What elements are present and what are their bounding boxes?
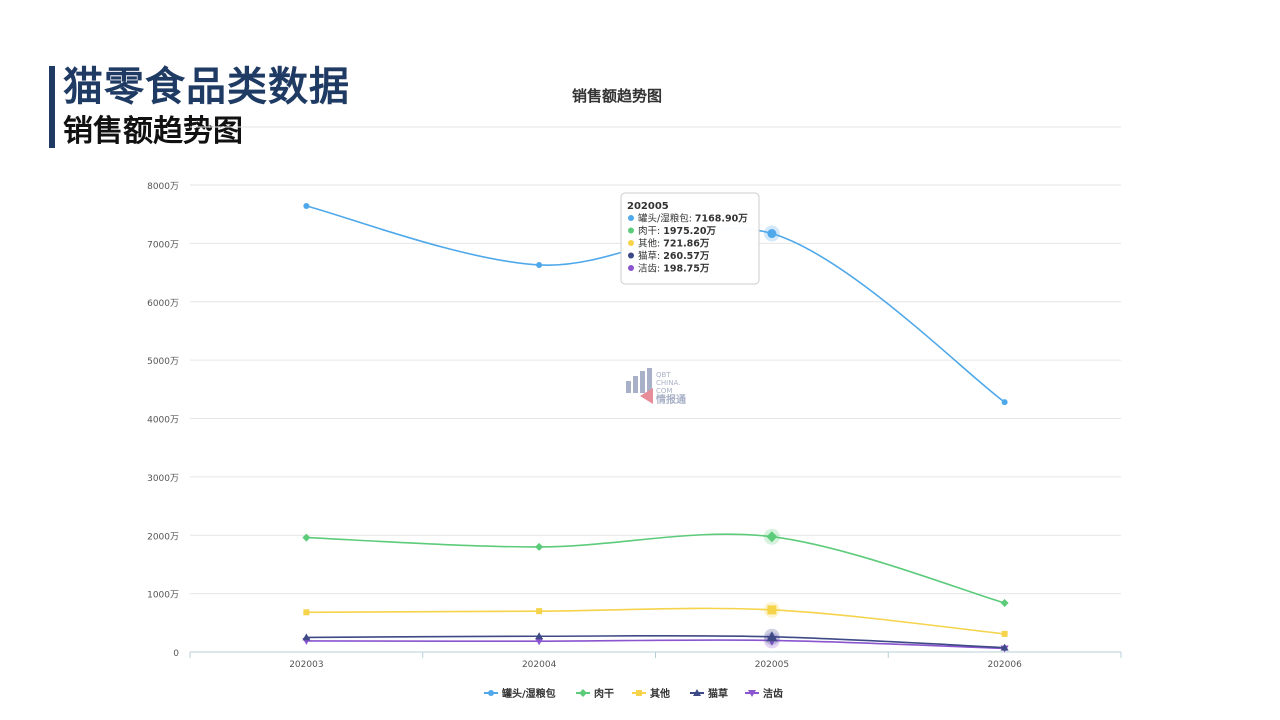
tooltip-row: 罐头/湿粮包: 7168.90万 (638, 213, 748, 225)
legend-marker (636, 690, 642, 696)
y-tick-label: 5000万 (147, 357, 179, 367)
series-line (306, 639, 1005, 650)
y-tick-label: 6000万 (147, 299, 179, 309)
grid: 0 1000万 2000万 3000万 4000万 5000万 6000万 7000万 8000… (147, 182, 1121, 659)
y-tick-label: 1000万 (147, 591, 179, 601)
tooltip-box (620, 192, 760, 285)
watermark-line2: CHINA. (656, 379, 680, 387)
tooltip-swatch (628, 240, 634, 246)
tooltip-swatch (628, 227, 634, 234)
tooltip-row: 肉干: 1975.20万 (638, 225, 717, 237)
watermark-brand: 情报通 (656, 393, 686, 406)
data-point (302, 633, 311, 641)
series-group (302, 528, 1009, 607)
data-point (536, 261, 543, 268)
legend-marker (488, 690, 494, 696)
series-line (306, 634, 1005, 649)
tooltip-row: 猫草: 260.57万 (638, 250, 710, 262)
tooltip-swatch (628, 265, 634, 271)
data-point (767, 605, 777, 615)
data-point (766, 631, 778, 642)
y-tick-label: 0 (173, 649, 179, 659)
data-point (535, 638, 544, 646)
watermark: QBT CHINA. COM 情报通 (626, 368, 686, 406)
legend-item[interactable]: 猫草 (690, 687, 728, 700)
legend-label: 肉干 (594, 687, 614, 700)
series-group (302, 628, 1009, 651)
data-point (303, 609, 310, 616)
legend-label: 罐头/湿粮包 (501, 687, 556, 700)
watermark-triangle (640, 388, 653, 404)
chart-title: 销售额趋势图 (572, 87, 662, 105)
tooltip-row: 洁齿: 198.75万 (638, 263, 710, 275)
x-tick-label: 202004 (522, 660, 557, 670)
legend-item[interactable]: 其他 (632, 687, 670, 700)
legend-label: 猫草 (708, 687, 728, 700)
data-point (1000, 643, 1009, 651)
x-tick-label: 202005 (755, 660, 789, 670)
data-point (302, 533, 311, 542)
data-point (535, 542, 544, 551)
tooltip-swatch (628, 215, 634, 221)
tooltip-row: 其他: 721.86万 (638, 238, 710, 250)
legend-item[interactable]: 罐头/湿粮包 (484, 687, 556, 700)
watermark-bar-2 (633, 376, 638, 393)
series (302, 203, 1009, 653)
slide-title: 猫零食品类数据 (63, 64, 350, 110)
y-tick-label: 3000万 (147, 474, 179, 484)
series-line (306, 607, 1005, 635)
tooltip-swatch (628, 252, 634, 259)
x-tick-label: 202006 (987, 660, 1022, 670)
data-point (536, 608, 543, 615)
x-tick-label: 202003 (289, 660, 323, 670)
legend-label: 其他 (650, 687, 670, 700)
y-tick-label: 4000万 (147, 416, 179, 426)
y-tick-label: 7000万 (147, 240, 179, 250)
watermark-bar-3 (640, 371, 645, 393)
tooltip-period: 202005 (627, 201, 669, 212)
data-point (1001, 630, 1008, 637)
axes: 202003 202004 202005 202006 (189, 651, 1122, 670)
legend-item[interactable]: 洁齿 (745, 687, 783, 700)
legend-marker (748, 690, 756, 697)
slide-subtitle: 销售额趋势图 (63, 114, 243, 149)
series-line (306, 533, 1005, 604)
title-accent-bar (49, 66, 55, 148)
data-point (1001, 399, 1008, 406)
watermark-bar-1 (626, 381, 631, 393)
series-group (303, 601, 1008, 637)
watermark-line1: QBT (656, 371, 671, 379)
watermark-bar-4 (647, 368, 652, 393)
watermark-line3: COM (656, 387, 672, 395)
y-tick-label: 8000万 (147, 182, 179, 192)
legend-item[interactable]: 肉干 (576, 687, 614, 700)
legend-marker (579, 689, 587, 697)
data-point (767, 229, 777, 239)
legend-label: 洁齿 (763, 687, 783, 700)
data-point (766, 531, 778, 543)
legend-marker (693, 689, 701, 696)
data-point (535, 632, 544, 640)
data-point (303, 203, 310, 210)
y-tick-label: 2000万 (147, 532, 179, 542)
data-point (1000, 598, 1009, 607)
legend: 罐头/湿粮包 肉干 其他 猫草 洁齿 (484, 687, 783, 700)
